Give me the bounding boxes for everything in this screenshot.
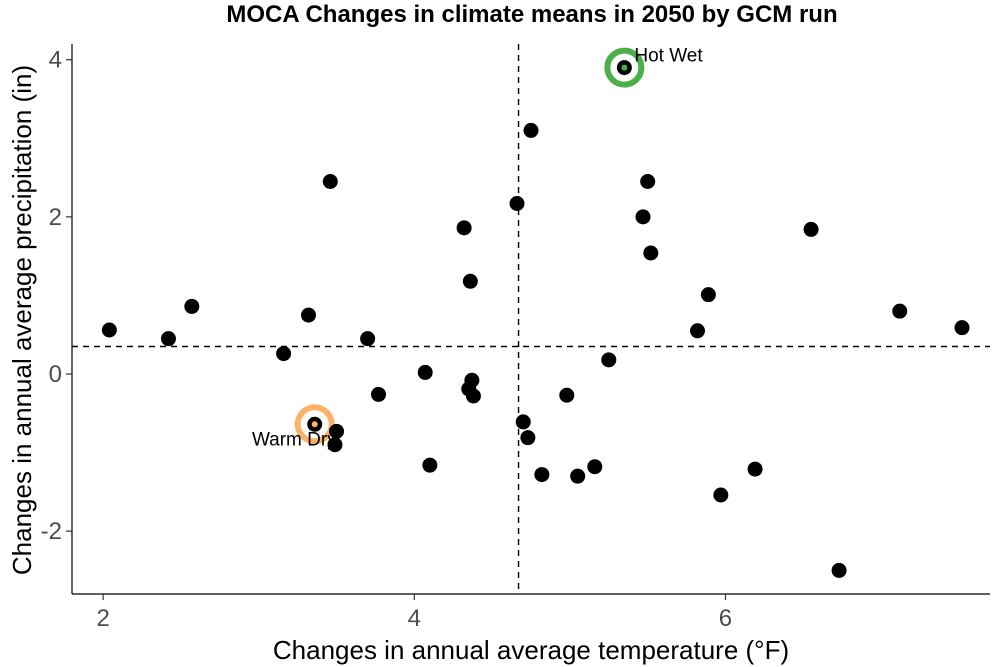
chart-title: MOCA Changes in climate means in 2050 by…: [226, 1, 837, 28]
y-tick-label: -2: [41, 518, 62, 545]
x-tick-label: 6: [719, 605, 732, 632]
y-axis-ticks: -2 0 2 4: [41, 47, 72, 545]
x-axis-label: Changes in annual average temperature (°…: [273, 635, 789, 665]
highlight-ring: [604, 47, 645, 88]
scatter-point: [515, 414, 531, 430]
x-tick-label: 2: [96, 605, 109, 632]
scatter-point: [329, 423, 345, 439]
highlight-label: Warm Dry: [252, 429, 337, 450]
scatter-point: [713, 487, 729, 503]
scatter-point: [464, 372, 480, 388]
scatter-point: [700, 287, 716, 303]
highlight-ring: [294, 404, 335, 445]
scatter-point: [417, 364, 433, 380]
scatter-point: [101, 322, 117, 338]
scatter-point: [534, 467, 550, 483]
y-axis-label: Changes in annual average precipitation …: [7, 65, 37, 575]
scatter-point: [322, 174, 338, 189]
scatter-point: [465, 388, 481, 404]
scatter-point: [954, 320, 970, 336]
y-tick-label: 0: [49, 361, 62, 388]
scatter-point: [640, 174, 656, 189]
scatter-point: [523, 122, 539, 138]
points-layer: [101, 47, 970, 578]
scatter-point: [643, 245, 659, 261]
reference-lines: [72, 44, 990, 594]
highlight-label: Hot Wet: [634, 46, 703, 67]
scatter-point: [689, 323, 705, 339]
y-tick-label: 4: [49, 47, 62, 74]
scatter-point: [327, 437, 343, 453]
scatter-point: [635, 209, 651, 225]
highlight-center: [311, 421, 318, 428]
x-axis-ticks: 2 4 6: [96, 594, 732, 632]
scatter-point: [803, 221, 819, 237]
scatter-point: [831, 562, 847, 578]
scatter-point: [601, 352, 617, 368]
scatter-point: [462, 273, 478, 289]
scatter-point: [559, 387, 575, 403]
scatter-point: [301, 307, 317, 323]
scatter-point: [160, 331, 176, 347]
highlight-layer: Hot Wet Warm Dry: [252, 46, 703, 451]
scatter-point: [520, 430, 536, 446]
scatter-point: [422, 457, 438, 473]
scatter-point: [276, 346, 292, 362]
scatter-point: [587, 459, 603, 475]
scatter-point: [360, 331, 376, 347]
highlight-center: [621, 64, 628, 71]
scatter-point: [892, 303, 908, 319]
scatter-point: [570, 468, 586, 484]
scatter-point: [184, 298, 200, 314]
scatter-point: [509, 196, 525, 211]
y-tick-label: 2: [49, 204, 62, 231]
scatter-point: [456, 220, 472, 236]
scatter-point: [747, 461, 763, 477]
x-tick-label: 4: [408, 605, 421, 632]
scatter-point: [371, 386, 387, 402]
